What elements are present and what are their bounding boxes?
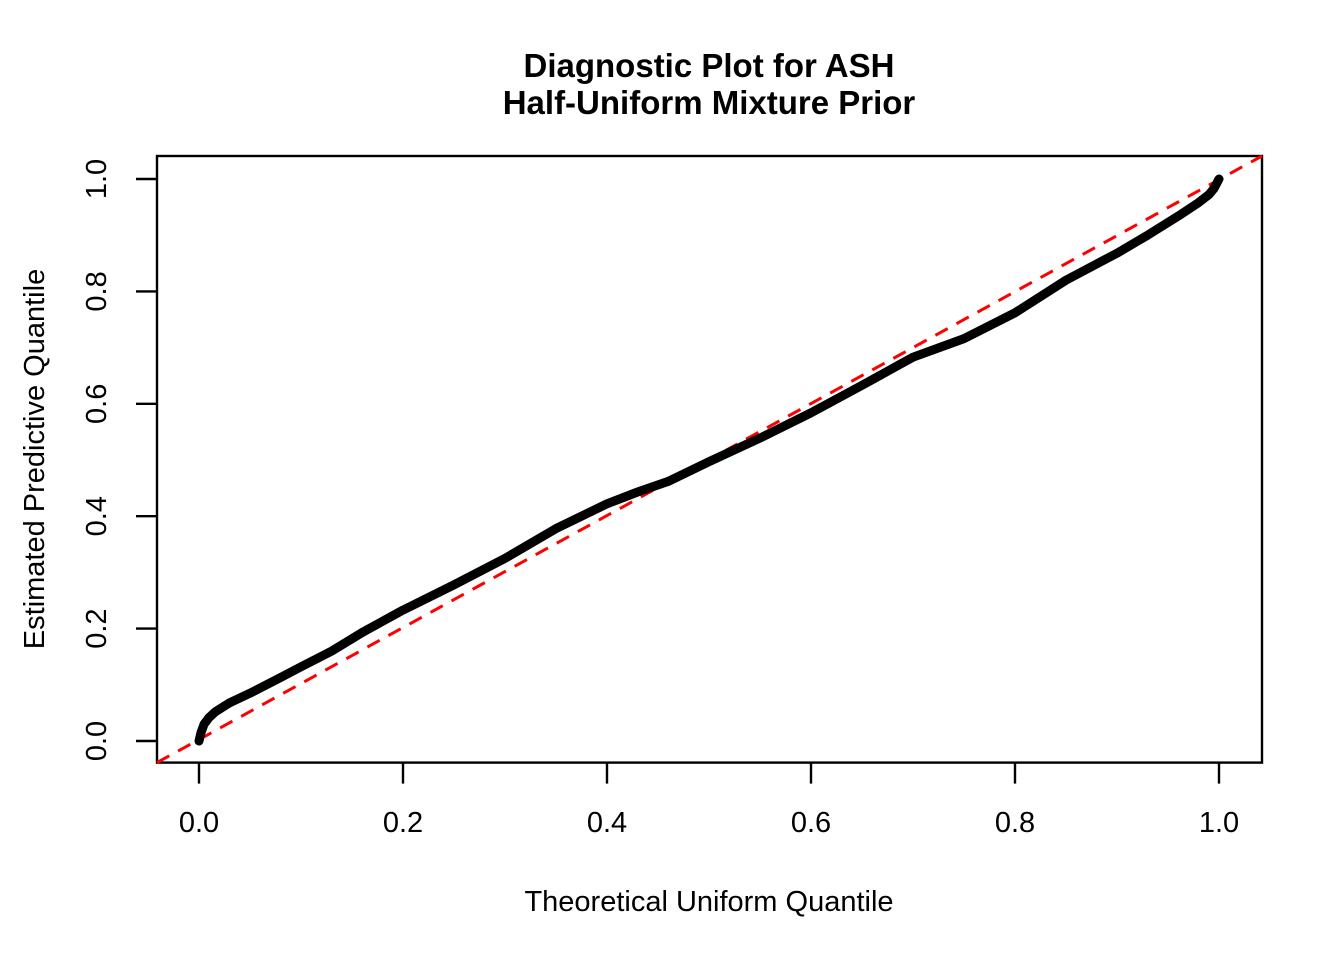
plot-title-line2: Half-Uniform Mixture Prior xyxy=(503,84,916,121)
x-axis-title: Theoretical Uniform Quantile xyxy=(524,886,893,918)
y-tick-label: 0.4 xyxy=(81,496,113,536)
x-tick-label: 0.6 xyxy=(791,807,831,839)
plot-title-line1: Diagnostic Plot for ASH xyxy=(524,47,895,84)
data-series xyxy=(156,154,1263,764)
x-tick-label: 1.0 xyxy=(1199,807,1239,839)
y-tick-label: 0.6 xyxy=(81,384,113,424)
y-tick-label: 0.2 xyxy=(81,608,113,648)
plot-box xyxy=(155,154,1264,764)
x-tick-label: 0.2 xyxy=(383,807,423,839)
x-tick-label: 0.4 xyxy=(587,807,627,839)
y-axis-title: Estimated Predictive Quantile xyxy=(19,269,51,649)
x-tick-label: 0.8 xyxy=(995,807,1035,839)
axis-ticks: 0.0 0.2 0.4 0.6 0.8 1.0 0.0 0.2 0.4 0.6 0.8 1.0 xyxy=(81,159,1239,839)
estimated-quantile-curve xyxy=(194,174,1224,746)
y-tick-label: 0.8 xyxy=(81,271,113,311)
y-tick-label: 0.0 xyxy=(81,721,113,761)
x-tick-label: 0.0 xyxy=(179,807,219,839)
y-tick-label: 1.0 xyxy=(81,159,113,199)
